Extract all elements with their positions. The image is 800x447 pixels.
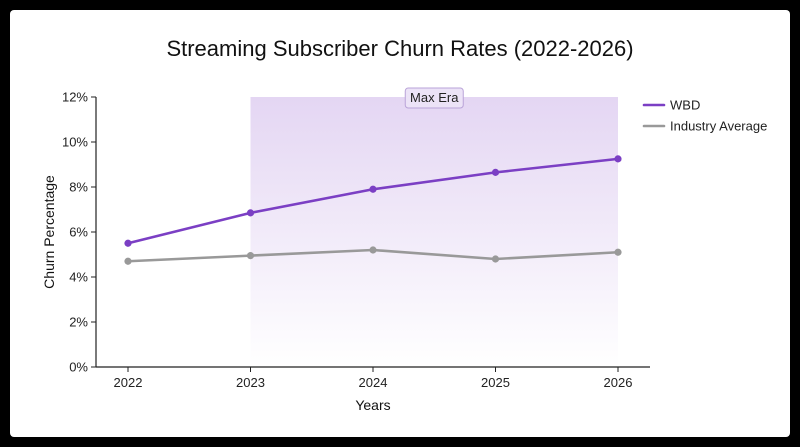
legend-label: Industry Average — [670, 119, 767, 134]
data-point-wbd — [369, 185, 377, 193]
data-point-industry-average — [614, 248, 622, 256]
era-shaded-region — [250, 97, 618, 367]
data-point-industry-average — [369, 246, 377, 254]
data-point-wbd — [491, 168, 500, 176]
x-axis-title: Years — [355, 397, 390, 413]
data-point-wbd — [246, 209, 255, 217]
data-point-wbd — [124, 239, 132, 247]
legend-label: WBD — [670, 98, 700, 113]
x-tick-label: 2022 — [114, 375, 143, 390]
x-tick-label: 2025 — [481, 375, 510, 390]
x-tick-label: 2023 — [236, 375, 265, 390]
y-tick-label: 4% — [69, 270, 88, 285]
data-point-industry-average — [124, 257, 132, 265]
y-tick-label: 0% — [69, 360, 88, 375]
data-point-industry-average — [246, 252, 255, 260]
era-label: Max Era — [410, 90, 459, 105]
line-chart: Streaming Subscriber Churn Rates (2022-2… — [41, 36, 767, 413]
y-tick-label: 12% — [62, 90, 88, 105]
x-tick-label: 2026 — [604, 375, 633, 390]
y-tick-label: 10% — [62, 135, 88, 150]
chart-card: Streaming Subscriber Churn Rates (2022-2… — [10, 10, 790, 437]
data-point-wbd — [614, 155, 622, 163]
y-tick-label: 6% — [69, 225, 88, 240]
y-axis-title: Churn Percentage — [41, 175, 57, 289]
data-point-industry-average — [491, 255, 500, 263]
y-tick-label: 8% — [69, 180, 88, 195]
y-tick-label: 2% — [69, 315, 88, 330]
chart-title: Streaming Subscriber Churn Rates (2022-2… — [166, 36, 633, 61]
era-label-box — [404, 87, 464, 109]
x-tick-label: 2024 — [359, 375, 388, 390]
